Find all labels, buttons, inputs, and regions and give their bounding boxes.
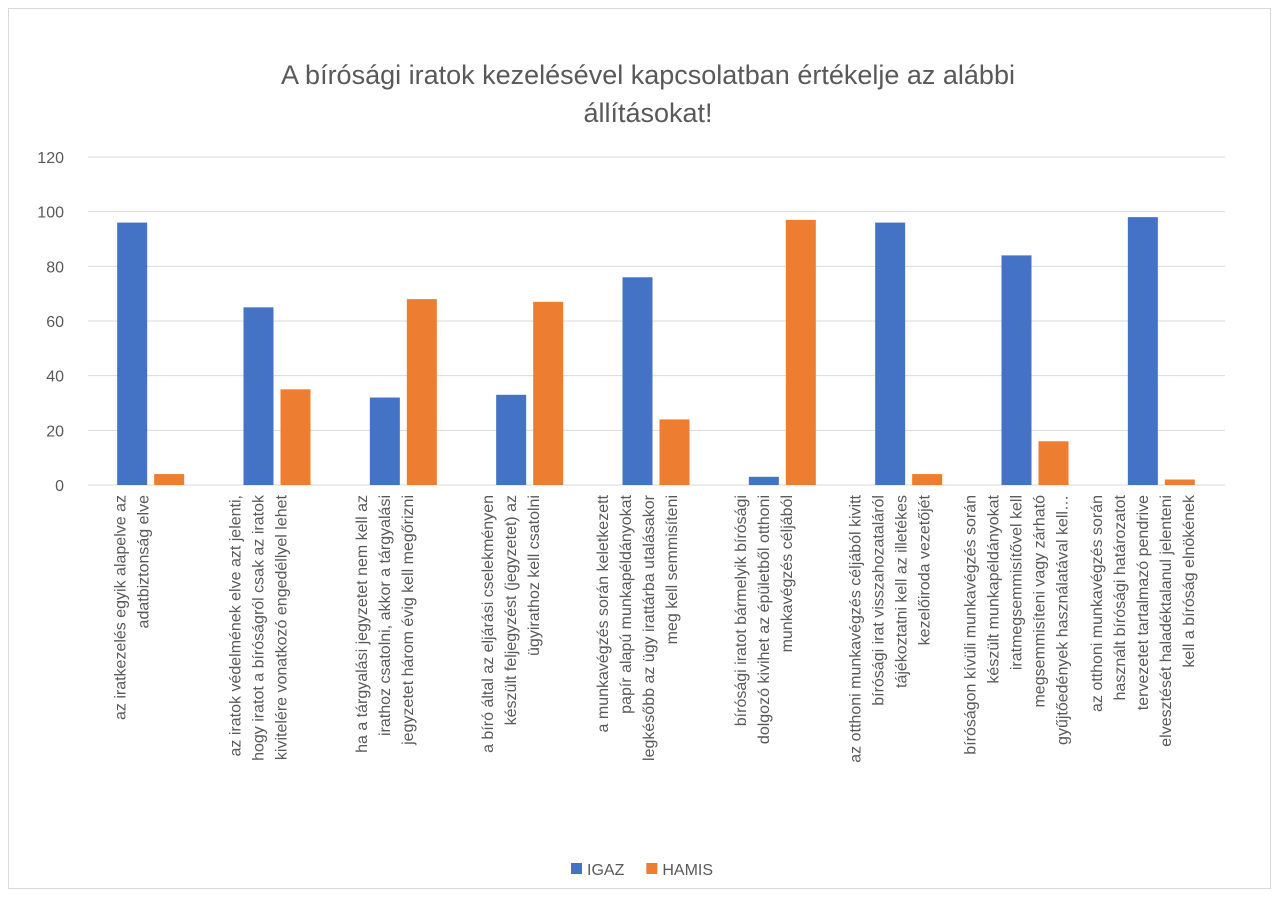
x-tick-label: munkavégzés céljából	[779, 495, 796, 652]
x-tick-label: adatbiztonság elve	[136, 495, 153, 629]
x-tick-label: az otthoni munkavégzés céljából kivitt	[848, 494, 865, 762]
x-tick-label: meg kell semmisíteni	[664, 495, 681, 644]
x-tick-label: papír alapú munkapéldányokat	[618, 494, 635, 713]
y-tick-label: 60	[46, 314, 64, 331]
x-tick-label: bíróságon kívüli munkavégzés során	[963, 495, 980, 755]
bar	[533, 301, 564, 485]
legend-swatch	[571, 863, 582, 874]
x-tick-label: hogy iratot a bíróságról csak az iratok	[251, 494, 268, 761]
y-tick-label: 80	[46, 259, 64, 276]
bar	[496, 394, 527, 485]
bar	[875, 222, 906, 485]
y-tick-label: 40	[46, 369, 64, 386]
x-tick-label: kezelőiroda vezetőjét	[917, 494, 934, 645]
x-tick-label: az iratok védelmének elve azt jelenti,	[228, 495, 245, 756]
bar	[406, 299, 437, 485]
y-tick-label: 100	[37, 205, 64, 222]
y-tick-label: 120	[37, 150, 64, 167]
x-tick-label: gyűjtőedények használatával kell…	[1055, 495, 1072, 745]
x-tick-label: bírósági iratot bármelyik bírósági	[733, 495, 750, 726]
bar	[280, 389, 311, 485]
bar	[1001, 255, 1032, 485]
x-tick-label: ha a tárgyalási jegyzetet nem kell az	[354, 495, 371, 753]
bar	[1038, 441, 1069, 485]
bar	[659, 419, 690, 485]
bar	[1164, 479, 1195, 485]
bar	[117, 222, 148, 485]
bar	[369, 397, 400, 485]
bar	[243, 307, 274, 485]
x-tick-label: dolgozó kivihet az épületből otthoni	[756, 495, 773, 744]
x-tick-label: kivitelére vonatkozó engedéllyel lehet	[274, 494, 291, 760]
x-tick-label: tájékoztatni kell az illetékes	[894, 495, 911, 688]
x-tick-label: kell a bíróság elnökének	[1181, 494, 1198, 668]
legend-label: IGAZ	[587, 862, 625, 879]
legend-label: HAMIS	[662, 862, 713, 879]
x-tick-label: készült munkapéldányokat	[986, 494, 1003, 683]
x-tick-label: ügyirathoz kell csatolni	[526, 495, 543, 656]
bar	[748, 476, 779, 485]
chart-title: állításokat!	[583, 98, 712, 128]
x-tick-label: használt bírósági határozatot	[1112, 494, 1129, 700]
x-tick-label: tervezetet tartalmazó pendrive	[1135, 495, 1152, 710]
chart-title: A bírósági iratok kezelésével kapcsolatb…	[281, 60, 1015, 90]
x-tick-label: irathoz csatolni, akkor a tárgyalási	[377, 495, 394, 736]
x-tick-label: a bíró által az eljárási cselekményen	[480, 495, 497, 753]
x-tick-label: az otthoni munkavégzés során	[1089, 495, 1106, 712]
bar	[154, 474, 185, 485]
x-tick-label: legkésőbb az ügy irattárba utalásakor	[641, 494, 658, 761]
x-tick-label: jegyzetet három évig kell megőrizni	[400, 495, 417, 746]
y-tick-label: 20	[46, 423, 64, 440]
x-tick-label: bírósági irat visszahozataláról	[871, 495, 888, 706]
y-tick-label: 0	[55, 478, 64, 495]
bar	[912, 474, 943, 485]
x-tick-label: az iratkezelés egyik alapelve az	[113, 495, 130, 720]
bar	[785, 219, 816, 485]
x-tick-label: megsemmisíteni vagy zárható	[1032, 495, 1049, 708]
x-tick-label: iratmegsemmisítővel kell	[1009, 495, 1026, 670]
x-tick-label: készült feljegyzést (jegyzetet) az	[503, 495, 520, 725]
bar	[1127, 217, 1158, 485]
legend-swatch	[646, 863, 658, 874]
x-tick-label: a munkavégzés során keletkezett	[595, 494, 612, 732]
x-tick-label: elvesztését haladéktalanul jelenteni	[1158, 495, 1175, 747]
bar	[622, 277, 653, 485]
